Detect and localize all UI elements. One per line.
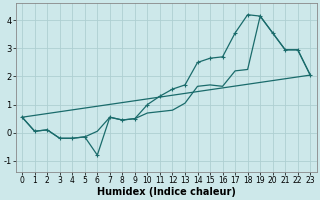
X-axis label: Humidex (Indice chaleur): Humidex (Indice chaleur) [97, 187, 236, 197]
